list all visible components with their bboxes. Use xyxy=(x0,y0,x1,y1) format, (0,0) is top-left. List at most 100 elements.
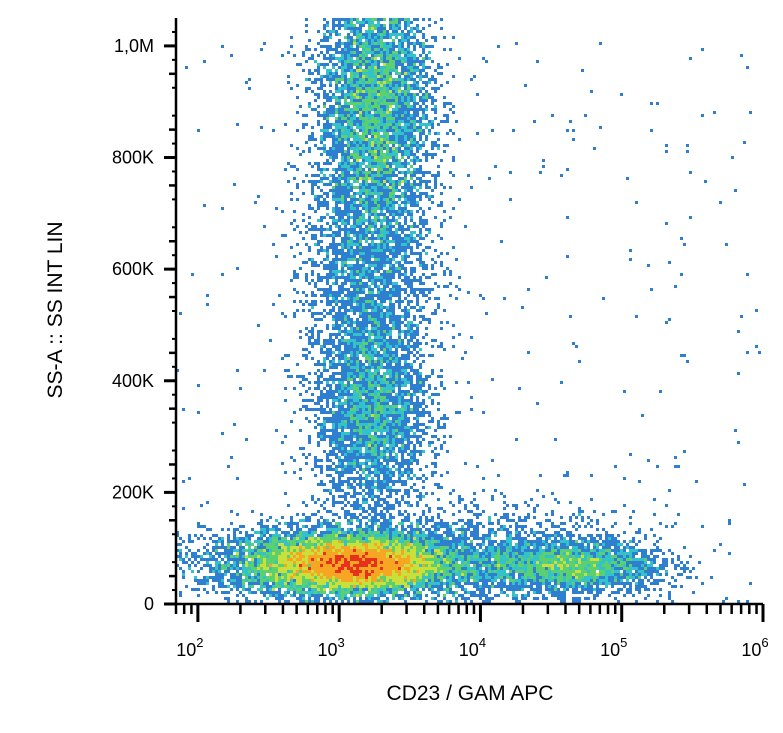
density-point xyxy=(365,474,368,477)
density-point xyxy=(365,318,368,321)
density-point xyxy=(407,468,410,471)
density-point xyxy=(401,420,404,423)
density-point xyxy=(386,186,389,189)
density-point xyxy=(308,87,311,90)
density-point xyxy=(413,129,416,132)
density-point xyxy=(341,459,344,462)
density-point xyxy=(320,51,323,54)
density-point xyxy=(395,360,398,363)
density-point xyxy=(377,276,380,279)
density-point xyxy=(326,354,329,357)
density-point xyxy=(299,105,302,108)
density-point xyxy=(293,177,296,180)
density-point xyxy=(377,54,380,57)
density-point xyxy=(392,267,395,270)
density-point xyxy=(383,204,386,207)
density-point xyxy=(359,219,362,222)
density-point xyxy=(398,285,401,288)
density-point xyxy=(359,189,362,192)
density-point xyxy=(377,24,380,27)
density-point xyxy=(380,396,383,399)
density-point xyxy=(422,117,425,120)
density-point xyxy=(317,375,320,378)
density-point xyxy=(398,147,401,150)
density-point xyxy=(353,69,356,72)
density-point xyxy=(431,36,434,39)
density-point xyxy=(359,177,362,180)
density-point xyxy=(395,21,398,24)
density-point xyxy=(362,273,365,276)
density-point xyxy=(404,147,407,150)
density-point xyxy=(398,111,401,114)
density-point xyxy=(356,33,359,36)
density-point xyxy=(353,132,356,135)
density-point xyxy=(314,459,317,462)
density-point xyxy=(401,372,404,375)
density-point xyxy=(323,351,326,354)
density-point xyxy=(413,336,416,339)
density-point xyxy=(359,171,362,174)
density-point xyxy=(422,288,425,291)
density-point xyxy=(386,384,389,387)
density-point xyxy=(320,426,323,429)
density-point xyxy=(434,297,437,300)
density-point xyxy=(338,105,341,108)
density-point xyxy=(431,75,434,78)
density-point xyxy=(470,186,473,189)
density-point xyxy=(347,408,350,411)
density-point xyxy=(350,267,353,270)
density-point xyxy=(368,321,371,324)
density-point xyxy=(359,144,362,147)
density-point xyxy=(341,189,344,192)
density-point xyxy=(350,327,353,330)
density-point xyxy=(374,405,377,408)
density-point xyxy=(359,330,362,333)
density-point xyxy=(356,108,359,111)
density-point xyxy=(314,183,317,186)
density-point xyxy=(359,279,362,282)
density-point xyxy=(416,429,419,432)
density-point xyxy=(347,228,350,231)
density-point xyxy=(371,408,374,411)
density-point xyxy=(371,39,374,42)
density-point xyxy=(356,150,359,153)
density-point xyxy=(320,261,323,264)
density-point xyxy=(395,153,398,156)
density-point xyxy=(338,102,341,105)
density-point xyxy=(362,420,365,423)
density-point xyxy=(410,135,413,138)
density-point xyxy=(362,21,365,24)
density-point xyxy=(416,426,419,429)
density-point xyxy=(350,51,353,54)
density-point xyxy=(314,324,317,327)
density-point xyxy=(395,393,398,396)
density-point xyxy=(440,384,443,387)
density-point xyxy=(407,78,410,81)
density-point xyxy=(677,465,680,468)
density-point xyxy=(350,63,353,66)
density-point xyxy=(350,408,353,411)
density-point xyxy=(344,354,347,357)
density-point xyxy=(365,210,368,213)
density-point xyxy=(341,318,344,321)
density-point xyxy=(341,75,344,78)
density-point xyxy=(395,195,398,198)
density-point xyxy=(374,27,377,30)
density-point xyxy=(410,240,413,243)
density-point xyxy=(335,75,338,78)
density-point xyxy=(359,129,362,132)
density-point xyxy=(326,291,329,294)
density-point xyxy=(326,51,329,54)
density-point xyxy=(320,201,323,204)
density-point xyxy=(419,444,422,447)
density-point xyxy=(329,366,332,369)
density-point xyxy=(341,372,344,375)
density-point xyxy=(404,348,407,351)
density-point xyxy=(335,447,338,450)
density-point xyxy=(359,411,362,414)
density-point xyxy=(317,93,320,96)
density-point xyxy=(365,360,368,363)
density-point xyxy=(401,279,404,282)
density-point xyxy=(428,411,431,414)
density-point xyxy=(389,435,392,438)
